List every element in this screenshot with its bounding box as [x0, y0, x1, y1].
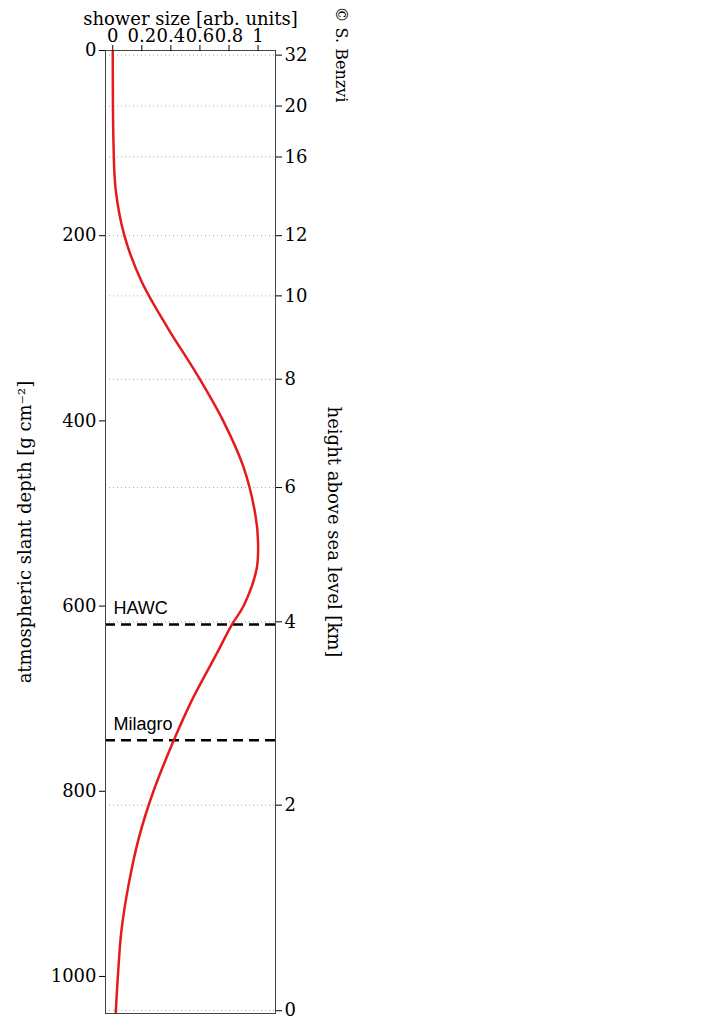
svg-text:800: 800 — [62, 780, 96, 801]
svg-text:16: 16 — [285, 146, 308, 167]
svg-text:2: 2 — [285, 794, 296, 815]
svg-text:20: 20 — [285, 95, 308, 116]
svg-text:600: 600 — [62, 595, 96, 616]
svg-text:1000: 1000 — [51, 965, 97, 986]
svg-text:Milagro: Milagro — [114, 714, 173, 734]
svg-text:200: 200 — [62, 224, 96, 245]
svg-text:© S. Benzvi: © S. Benzvi — [332, 7, 351, 103]
svg-text:8: 8 — [285, 368, 296, 389]
svg-text:atmospheric slant depth [g cm⁻: atmospheric slant depth [g cm⁻²] — [14, 381, 35, 684]
svg-text:0: 0 — [285, 999, 296, 1020]
svg-text:shower size [arb. units]: shower size [arb. units] — [83, 8, 298, 29]
svg-text:HAWC: HAWC — [114, 598, 168, 618]
svg-text:0: 0 — [85, 39, 96, 60]
svg-text:400: 400 — [62, 410, 96, 431]
svg-text:6: 6 — [285, 476, 296, 497]
svg-text:32: 32 — [285, 44, 308, 65]
svg-text:4: 4 — [285, 611, 296, 632]
svg-text:10: 10 — [285, 285, 308, 306]
svg-text:height above sea level [km]: height above sea level [km] — [324, 407, 345, 658]
svg-text:12: 12 — [285, 224, 308, 245]
svg-text:1: 1 — [252, 24, 264, 46]
html-text:0.2 0.4 0.6 0.8: 0.2 0.4 0.6 0.8 — [127, 24, 244, 46]
svg-text:0: 0 — [107, 24, 119, 46]
